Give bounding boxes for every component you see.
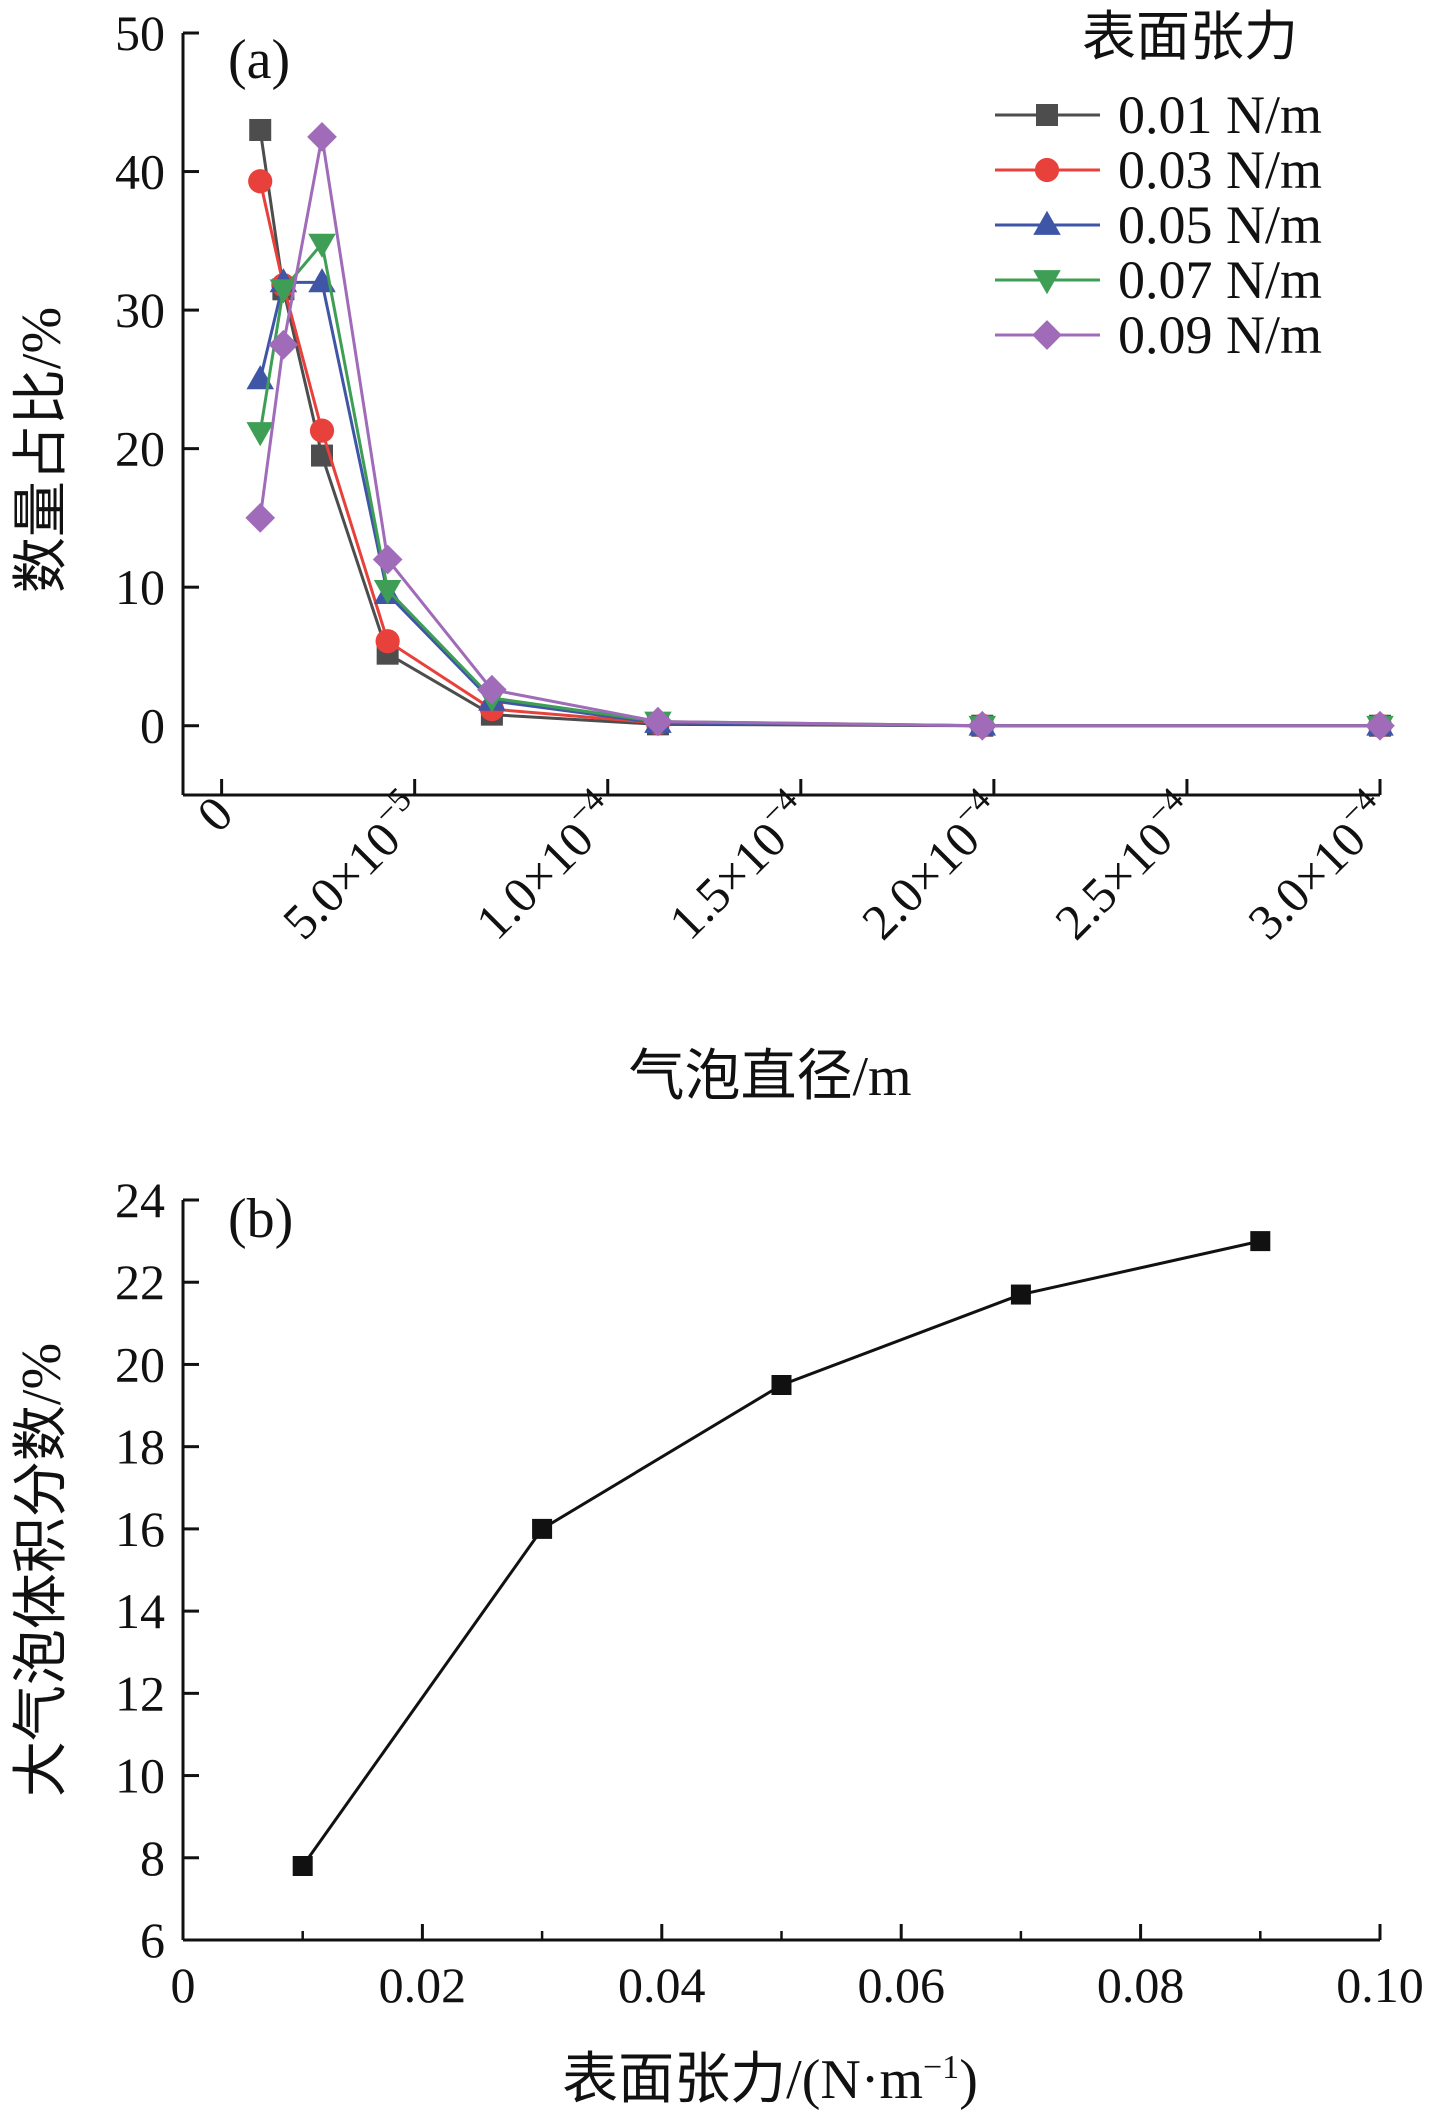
panel-a-data-point [245, 503, 276, 533]
panel-b-x-axis-title-close: ) [959, 2049, 978, 2111]
panel-a-x-tick-label: 1.5×10−4 [654, 781, 823, 950]
panel-a-label: (a) [228, 29, 290, 91]
legend-marker [1036, 104, 1058, 126]
panel-a-legend-title: 表面张力 [1082, 7, 1298, 67]
panel-b-x-axis-title-exp: −1 [923, 2049, 959, 2086]
panel-a-data-point [246, 422, 274, 447]
panel-a-data-point [643, 706, 673, 737]
panel-b-x-tick-label: 0.02 [379, 1957, 467, 2013]
legend-item: 0.09 N/m [995, 305, 1322, 365]
panel-b-y-axis-title: 大气泡体积分数/% [11, 1343, 73, 1797]
legend-item: 0.07 N/m [995, 250, 1322, 310]
panel-a-data-point [308, 233, 336, 258]
panel-a-data-point [268, 329, 299, 360]
panel-b-x-axis-title-main: 表面张力/(N·m [562, 2049, 923, 2111]
panel-b-x-tick-label: 0.04 [618, 1957, 706, 2013]
panel-b-x-tick-label: 0 [171, 1957, 196, 2013]
panel-b-y-tick-label: 14 [115, 1583, 165, 1639]
panel-b-x-tick-label: 0.10 [1336, 1957, 1424, 2013]
panel-a-x-tick-label: 1.0×10−4 [461, 781, 630, 950]
panel-b-series-line [301, 1239, 1261, 1867]
panel-a-data-point [309, 418, 335, 443]
legend-label: 0.07 N/m [1118, 250, 1322, 310]
panel-a-data-point [249, 118, 272, 141]
legend-marker [1034, 157, 1060, 183]
panel-a-y-tick-label: 40 [115, 144, 165, 200]
panel-a-x-axis-title: 气泡直径/m [628, 1046, 911, 1108]
panel-b-data-point [1250, 1231, 1271, 1252]
panel-a-data-point [477, 674, 507, 705]
panel-a-y-tick-label: 0 [140, 698, 165, 754]
panel-b: (b) 大气泡体积分数/% 表面张力/(N·m−1) 6 8 10 12 14 16 18 2… [11, 1172, 1424, 2111]
panel-a-y-tick-label: 50 [115, 5, 165, 61]
panel-b-y-tick-label: 24 [115, 1172, 165, 1228]
panel-b-x-tick-label: 0.06 [857, 1957, 945, 2013]
legend-marker [1033, 270, 1061, 295]
panel-a-data-point [269, 279, 298, 304]
legend-marker [1033, 210, 1061, 235]
panel-b-x-axis-title: 表面张力/(N·m−1) [562, 2049, 978, 2111]
panel-a-data-point [372, 544, 403, 575]
panel-a-y-tick-label: 10 [115, 559, 165, 615]
panel-b-axes: 6 8 10 12 14 16 18 20 22 24 0 0.02 0.04 0.06 0.08 0.10 [115, 1172, 1424, 2013]
panel-a-x-tick-label: 5.0×10−5 [268, 781, 437, 950]
panel-b-series-1 [292, 1231, 1271, 1876]
panel-b-data-point [771, 1375, 792, 1395]
panel-b-label: (b) [228, 1188, 293, 1250]
panel-b-x-tick-label: 0.08 [1097, 1957, 1185, 2013]
legend-item: 0.03 N/m [995, 140, 1322, 200]
panel-a-x-tick-label: 2.5×10−4 [1040, 781, 1209, 950]
panel-a-data-point [248, 169, 273, 194]
panel-b-y-tick-label: 10 [115, 1748, 165, 1804]
panel-b-data-point [292, 1856, 313, 1876]
panel-a-series-line [258, 136, 1380, 728]
panel-b-y-tick-label: 12 [115, 1665, 165, 1721]
legend-label: 0.09 N/m [1118, 305, 1322, 365]
panel-a-series-5 [245, 122, 1395, 741]
panel-a-x-tick-label: 2.0×10−4 [847, 781, 1016, 950]
panel-a-data-point [1365, 710, 1395, 741]
panel-a-legend: 0.01 N/m0.03 N/m0.05 N/m0.07 N/m0.09 N/m [995, 85, 1322, 365]
panel-a-y-tick-label: 30 [115, 282, 165, 338]
panel-b-y-tick-label: 16 [115, 1501, 165, 1557]
panel-a-x-tick-label: 3.0×10−4 [1233, 781, 1402, 950]
panel-b-y-tick-label: 20 [115, 1336, 165, 1392]
panel-a-data-point [375, 629, 400, 654]
legend-item: 0.01 N/m [995, 85, 1322, 145]
legend-label: 0.05 N/m [1118, 195, 1322, 255]
panel-a-y-tick-label: 20 [115, 421, 165, 477]
legend-label: 0.03 N/m [1118, 140, 1322, 200]
panel-b-y-tick-label: 6 [140, 1912, 165, 1968]
panel-a-data-point [967, 710, 998, 741]
legend-marker [1032, 320, 1062, 350]
panel-b-y-tick-label: 8 [140, 1830, 165, 1886]
panel-a-y-axis-title: 数量占比/% [11, 307, 73, 593]
panel-b-y-tick-label: 18 [115, 1419, 165, 1475]
panel-a-data-point [307, 122, 337, 152]
panel-a-data-point [373, 580, 402, 605]
panel-b-data-point [532, 1518, 553, 1539]
panel-b-data-point [1010, 1284, 1031, 1305]
panel-b-y-tick-label: 22 [115, 1254, 165, 1310]
legend-label: 0.01 N/m [1118, 85, 1322, 145]
legend-item: 0.05 N/m [995, 195, 1322, 255]
